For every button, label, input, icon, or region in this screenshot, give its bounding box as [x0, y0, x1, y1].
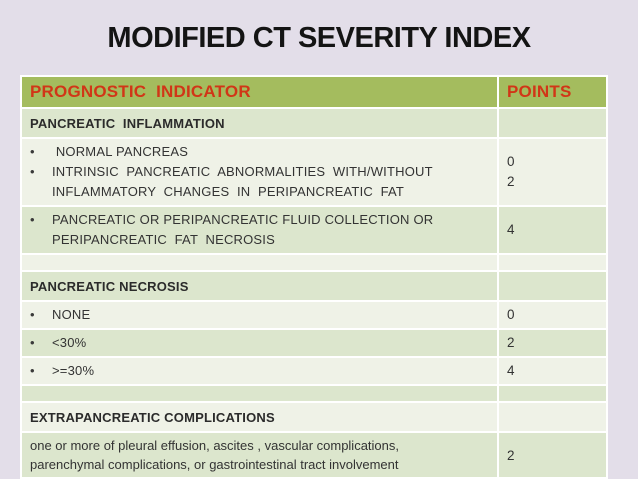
indicator-cell: one or more of pleural effusion, ascites…: [22, 433, 497, 477]
table-row-section-necrosis: PANCREATIC NECROSIS: [22, 272, 606, 300]
bullet-icon: [30, 210, 52, 230]
text-line: one or more of pleural effusion, ascites…: [30, 436, 489, 455]
indicator-cell: PANCREATIC INFLAMMATION: [22, 109, 497, 137]
section-label: EXTRAPANCREATIC COMPLICATIONS: [30, 409, 275, 425]
list-item: NORMAL PANCREAS: [30, 142, 489, 162]
indicator-cell: NONE: [22, 302, 497, 328]
list-item-continuation: PERIPANCREATIC FAT NECROSIS: [30, 230, 489, 250]
table-row-extrapancreatic-detail: one or more of pleural effusion, ascites…: [22, 433, 606, 477]
points-cell: [499, 255, 606, 270]
bullet-icon: [30, 361, 52, 381]
table-row-necrosis-gte30: >=30% 4: [22, 358, 606, 384]
table-row-spacer: [22, 255, 606, 270]
points-cell: 0 2: [499, 139, 606, 205]
points-cell: 2: [499, 433, 606, 477]
bullet-text: INTRINSIC PANCREATIC ABNORMALITIES WITH/…: [52, 164, 433, 179]
indicator-cell: <30%: [22, 330, 497, 356]
list-item: PANCREATIC OR PERIPANCREATIC FLUID COLLE…: [30, 210, 489, 230]
list-item: NONE: [30, 305, 489, 325]
indicator-cell: [22, 255, 497, 270]
bullet-text: <30%: [52, 335, 87, 350]
section-label: PANCREATIC NECROSIS: [30, 278, 189, 294]
indicator-cell: >=30%: [22, 358, 497, 384]
points-value: 0: [507, 307, 515, 322]
list-item-continuation: INFLAMMATORY CHANGES IN PERIPANCREATIC F…: [30, 182, 489, 202]
cell-text: one or more of pleural effusion, ascites…: [30, 438, 399, 453]
points-cell: [499, 386, 606, 401]
bullet-spacer: [30, 230, 52, 250]
points-value: 2: [507, 335, 515, 350]
text-line: parenchymal complications, or gastrointe…: [30, 455, 489, 474]
bullet-spacer: [30, 182, 52, 202]
indicator-cell: EXTRAPANCREATIC COMPLICATIONS: [22, 403, 497, 431]
list-item: <30%: [30, 333, 489, 353]
table-row-spacer: [22, 386, 606, 401]
points-value: 4: [507, 222, 515, 237]
bullet-icon: [30, 333, 52, 353]
table-row-section-inflammation: PANCREATIC INFLAMMATION: [22, 109, 606, 137]
list-item: >=30%: [30, 361, 489, 381]
indicator-cell: NORMAL PANCREAS INTRINSIC PANCREATIC ABN…: [22, 139, 497, 205]
table-row-necrosis-none: NONE 0: [22, 302, 606, 328]
bullet-text: >=30%: [52, 363, 95, 378]
header-points-cell: POINTS: [499, 77, 606, 107]
bullet-icon: [30, 305, 52, 325]
points-cell: [499, 272, 606, 300]
table-row-fluid-collection: PANCREATIC OR PERIPANCREATIC FLUID COLLE…: [22, 207, 606, 253]
points-value: 4: [507, 363, 515, 378]
points-cell: 0: [499, 302, 606, 328]
points-cell: [499, 403, 606, 431]
severity-table: PROGNOSTIC INDICATOR POINTS PANCREATIC I…: [20, 75, 608, 479]
bullet-icon: [30, 162, 52, 182]
indicator-cell: [22, 386, 497, 401]
bullet-icon: [30, 142, 52, 162]
header-indicator-cell: PROGNOSTIC INDICATOR: [22, 77, 497, 107]
table-row-necrosis-lt30: <30% 2: [22, 330, 606, 356]
header-points-label: POINTS: [507, 82, 572, 101]
indicator-cell: PANCREATIC OR PERIPANCREATIC FLUID COLLE…: [22, 207, 497, 253]
indicator-cell: PANCREATIC NECROSIS: [22, 272, 497, 300]
table-row-inflammation-grades: NORMAL PANCREAS INTRINSIC PANCREATIC ABN…: [22, 139, 606, 205]
bullet-text: NONE: [52, 307, 91, 322]
points-value: 2: [507, 174, 515, 189]
points-value: 2: [507, 447, 515, 463]
cell-text: parenchymal complications, or gastrointe…: [30, 457, 399, 472]
points-value: 0: [507, 154, 515, 169]
bullet-text: INFLAMMATORY CHANGES IN PERIPANCREATIC F…: [52, 184, 405, 199]
table-row-section-extrapancreatic: EXTRAPANCREATIC COMPLICATIONS: [22, 403, 606, 431]
bullet-text: PANCREATIC OR PERIPANCREATIC FLUID COLLE…: [52, 212, 434, 227]
points-cell: 4: [499, 207, 606, 253]
points-cell: [499, 109, 606, 137]
table-header-row: PROGNOSTIC INDICATOR POINTS: [22, 77, 606, 107]
slide-title: MODIFIED CT SEVERITY INDEX: [107, 22, 531, 54]
points-cell: 4: [499, 358, 606, 384]
list-item: INTRINSIC PANCREATIC ABNORMALITIES WITH/…: [30, 162, 489, 182]
section-label: PANCREATIC INFLAMMATION: [30, 115, 225, 131]
points-cell: 2: [499, 330, 606, 356]
header-indicator-label: PROGNOSTIC INDICATOR: [30, 82, 251, 101]
bullet-text: PERIPANCREATIC FAT NECROSIS: [52, 232, 275, 247]
bullet-text: NORMAL PANCREAS: [52, 144, 189, 159]
